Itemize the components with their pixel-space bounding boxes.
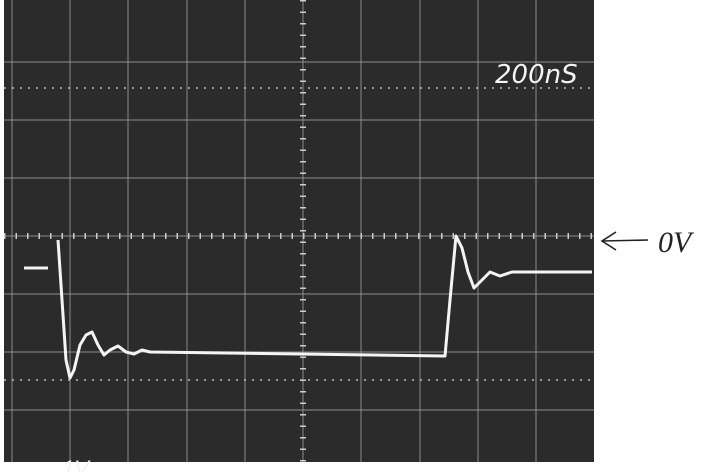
timebase-label: 200nS [495, 60, 578, 90]
signal-trace [56, 234, 592, 380]
graticule [4, 0, 594, 462]
zero-volt-annotation: 0V [600, 226, 695, 259]
volts-label: 1V [62, 456, 91, 472]
scope-screen [4, 0, 594, 462]
zero-volt-label: 0V [658, 226, 695, 259]
